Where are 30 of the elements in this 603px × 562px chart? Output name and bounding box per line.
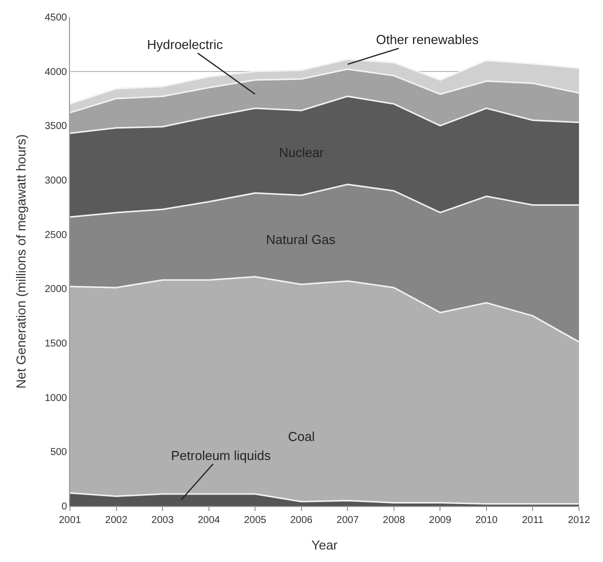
text: Hydroelectric [147, 37, 224, 52]
x-tick-label: 2004 [198, 515, 220, 526]
x-tick-label: 2006 [290, 515, 313, 526]
y-tick-label: 3500 [44, 121, 68, 132]
x-tick-label: 2010 [475, 515, 498, 526]
x-tick-label: 2003 [151, 515, 174, 526]
x-tick-label: 2007 [336, 515, 360, 526]
x-tick-label: 2002 [105, 515, 128, 526]
y-axis-title: Net Generation (millions of megawatt hours) [14, 134, 29, 389]
y-tick-label: 1000 [44, 392, 68, 404]
y-tick-label: 500 [50, 447, 68, 458]
x-tick-label: 2005 [244, 515, 267, 526]
x-tick-label: 2011 [522, 515, 544, 526]
y-tick-label: 2500 [44, 230, 68, 241]
series-label: Natural Gas [266, 232, 336, 247]
x-tick-label: 2001 [58, 515, 82, 526]
x-tick-label: 2008 [382, 515, 406, 526]
y-tick-label: 4000 [44, 66, 68, 78]
text: Petroleum liquids [171, 448, 272, 463]
y-tick-label: 4500 [44, 12, 68, 24]
y-tick-label: 2000 [44, 284, 68, 296]
series-label: Coal [288, 429, 315, 444]
y-tick-label: 1500 [44, 338, 68, 350]
x-tick-label: 2009 [429, 515, 452, 526]
series-label: Other renewables [376, 32, 480, 47]
y-tick-label: 3000 [44, 176, 68, 186]
y-tick-label: 0 [61, 502, 68, 512]
series-label: Nuclear [279, 145, 324, 160]
x-tick-label: 2012 [568, 515, 591, 526]
x-axis-title: Year [311, 538, 338, 553]
